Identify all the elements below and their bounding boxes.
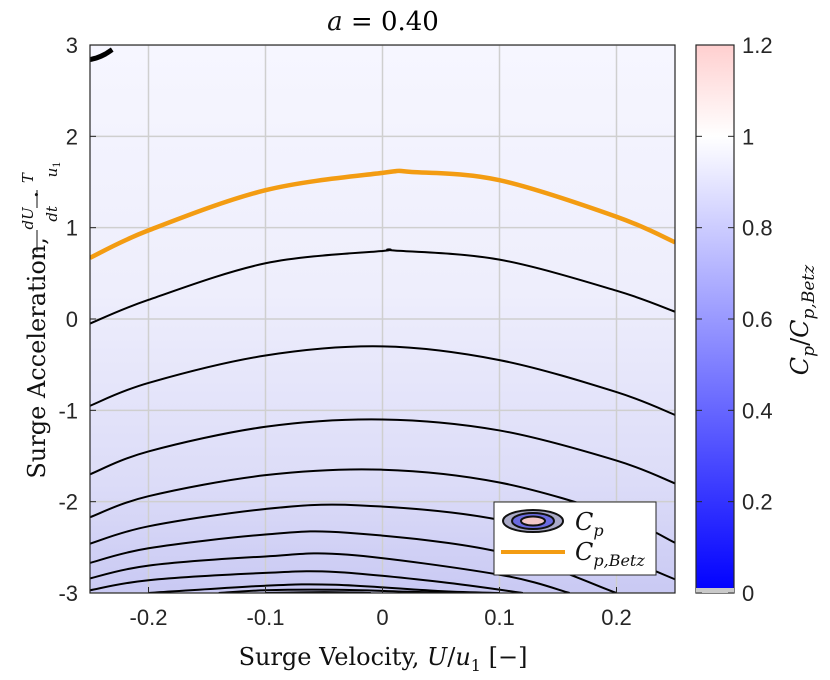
- colorbar-label: Cp/Cp,Betz: [786, 264, 819, 375]
- x-tick-label: 0.1: [484, 605, 515, 630]
- svg-text:Surge Acceleration, dU: Surge Acceleration, dU dt · T u1: [11, 161, 63, 478]
- contour-lines: [90, 47, 675, 593]
- contour-line: [148, 583, 500, 593]
- colorbar-tick-label: 1: [742, 124, 754, 149]
- contour-line: [90, 345, 675, 416]
- colorbar-marker: [696, 588, 734, 593]
- y-tick-label: -2: [58, 490, 78, 515]
- colorbar-tick-label: 1.2: [742, 33, 773, 58]
- contour-line: [90, 47, 114, 63]
- y-axis-title: Surge Acceleration, dU dt · T u1: [11, 161, 63, 478]
- series-line-cp-betz: [90, 168, 675, 260]
- colorbar-tick-label: 0.4: [742, 398, 773, 423]
- plot-area: [89, 44, 676, 594]
- grid: [90, 45, 675, 593]
- contour-line: [218, 588, 453, 593]
- legend-label-cpbetz: Cp,Betz: [575, 538, 645, 570]
- x-tick-label: -0.2: [130, 605, 168, 630]
- y-tick-label: 0: [66, 307, 78, 332]
- y-axis-ticks: -3 -2 -1 0 1 2 3: [58, 33, 96, 606]
- colorbar-ticks: 0 0.2 0.4 0.6 0.8 1 1.2: [696, 33, 773, 606]
- y-tick-label: -3: [58, 581, 78, 606]
- contour-line: [90, 418, 675, 485]
- y-tick-label: 2: [66, 124, 78, 149]
- chart-title: a = 0.40: [327, 7, 439, 37]
- colorbar-tick-label: 0.2: [742, 490, 773, 515]
- colorbar-tick-label: 0.8: [742, 216, 773, 241]
- x-axis-ticks: -0.2 -0.1 0 0.1 0.2: [130, 587, 632, 630]
- x-axis-title: Surge Velocity, U/u1 [−]: [239, 643, 528, 675]
- series-lines: [90, 168, 675, 260]
- x-tick-label: 0.2: [601, 605, 632, 630]
- x-tick-label: 0: [376, 605, 388, 630]
- colorbar-tick-label: 0.6: [742, 307, 773, 332]
- x-tick-label: -0.1: [247, 605, 285, 630]
- legend-contour-icon: [502, 509, 564, 533]
- y-tick-label: 1: [66, 216, 78, 241]
- contour-line: [90, 570, 524, 593]
- colorbar: 0 0.2 0.4 0.6 0.8 1 1.2: [695, 33, 773, 606]
- contour-line: [90, 248, 675, 325]
- colorbar-tick-label: 0: [742, 581, 754, 606]
- y-tick-label: 3: [66, 33, 78, 58]
- y-tick-label: -1: [58, 398, 78, 423]
- legend-label-cp: Cp: [575, 508, 604, 540]
- legend: Cp Cp,Betz: [493, 501, 657, 576]
